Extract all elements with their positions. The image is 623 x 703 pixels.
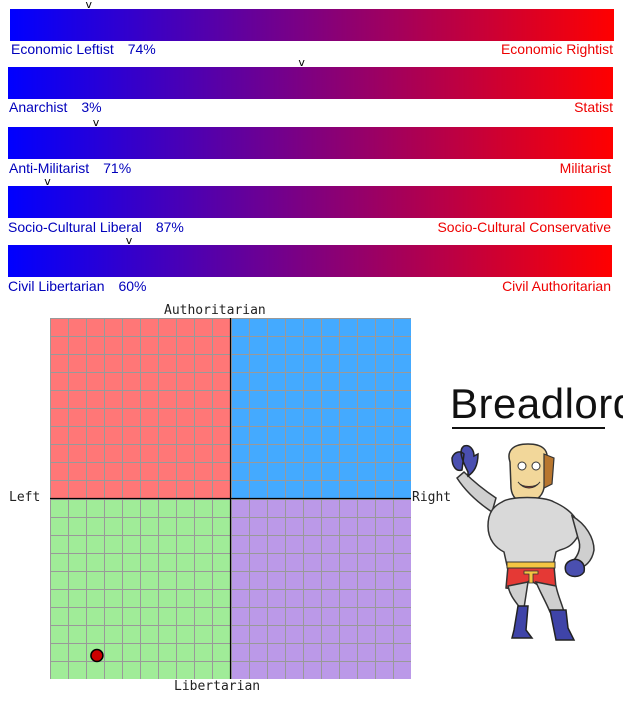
- breadlord-mascot-illustration: [451, 443, 595, 641]
- profile-name-underline: [452, 427, 605, 429]
- socio-cultural-liberal-percent: 87%: [155, 219, 184, 235]
- mascot-right-glove: [564, 558, 586, 578]
- mascot-eye-left: [517, 461, 527, 471]
- socio-cultural-liberal-text: Socio-Cultural Liberal: [8, 219, 142, 235]
- axis-marker-militarist: v: [92, 116, 100, 129]
- mascot-right-leg: [534, 580, 565, 613]
- mascot-bread-head: [508, 443, 548, 503]
- compass-left-label: Left: [9, 490, 41, 505]
- socio-cultural-conservative-label: Socio-Cultural Conservative: [437, 219, 611, 235]
- compass-right-label: Right: [412, 490, 452, 505]
- anarchist-percent: 3%: [81, 99, 102, 115]
- quadrant-lib-right: [230, 498, 411, 679]
- anarchist-label: Anarchist 3%: [9, 99, 102, 115]
- mascot-left-leg: [507, 581, 529, 609]
- axis-marker-anarchist-statist: v: [298, 56, 305, 69]
- profile-name: Breadlord: [450, 380, 623, 427]
- anarchist-text: Anarchist: [9, 99, 68, 115]
- axis-bar-anarchist-statist: [8, 67, 613, 99]
- mascot-belt: [506, 561, 556, 569]
- mascot-bread-crust: [543, 453, 555, 489]
- statist-label: Statist: [574, 99, 613, 115]
- axis-bar-civil: [8, 245, 612, 277]
- political-compass-chart: [50, 318, 411, 679]
- axis-marker-civil: v: [125, 234, 133, 247]
- axis-marker-economic: v: [85, 0, 93, 11]
- mascot-belt-emblem: [523, 570, 539, 584]
- axis-bar-militarist: [8, 127, 613, 159]
- civil-libertarian-percent: 60%: [118, 278, 147, 294]
- compass-position-point: [90, 648, 104, 663]
- anti-militarist-label: Anti-Militarist 71%: [9, 160, 131, 176]
- axis-bar-socio-cultural: [8, 186, 612, 218]
- anti-militarist-percent: 71%: [103, 160, 132, 176]
- economic-left-label: Economic Leftist 74%: [11, 41, 156, 57]
- compass-bottom-label: Libertarian: [174, 679, 261, 694]
- economic-right-label: Economic Rightist: [500, 41, 613, 57]
- mascot-left-boot: [511, 605, 534, 639]
- civil-authoritarian-label: Civil Authoritarian: [502, 278, 611, 294]
- axis-bar-economic: [10, 9, 614, 41]
- anti-militarist-text: Anti-Militarist: [9, 160, 90, 176]
- civil-libertarian-text: Civil Libertarian: [8, 278, 105, 294]
- axis-marker-socio-cultural: v: [44, 175, 51, 188]
- mascot-torso: [487, 496, 580, 571]
- mascot-left-glove: [451, 444, 479, 478]
- mascot-right-boot: [549, 609, 576, 641]
- economic-left-percent: 74%: [127, 41, 156, 57]
- mascot-eye-right: [531, 461, 541, 471]
- mascot-right-arm: [570, 514, 595, 569]
- economic-left-text: Economic Leftist: [11, 41, 114, 57]
- socio-cultural-liberal-label: Socio-Cultural Liberal 87%: [8, 219, 184, 235]
- civil-libertarian-label: Civil Libertarian 60%: [8, 278, 147, 294]
- compass-top-label: Authoritarian: [164, 303, 266, 318]
- militarist-label: Militarist: [559, 160, 611, 176]
- compass-points: [90, 648, 104, 663]
- mascot-mouth: [517, 481, 541, 489]
- mascot-left-arm: [456, 470, 497, 514]
